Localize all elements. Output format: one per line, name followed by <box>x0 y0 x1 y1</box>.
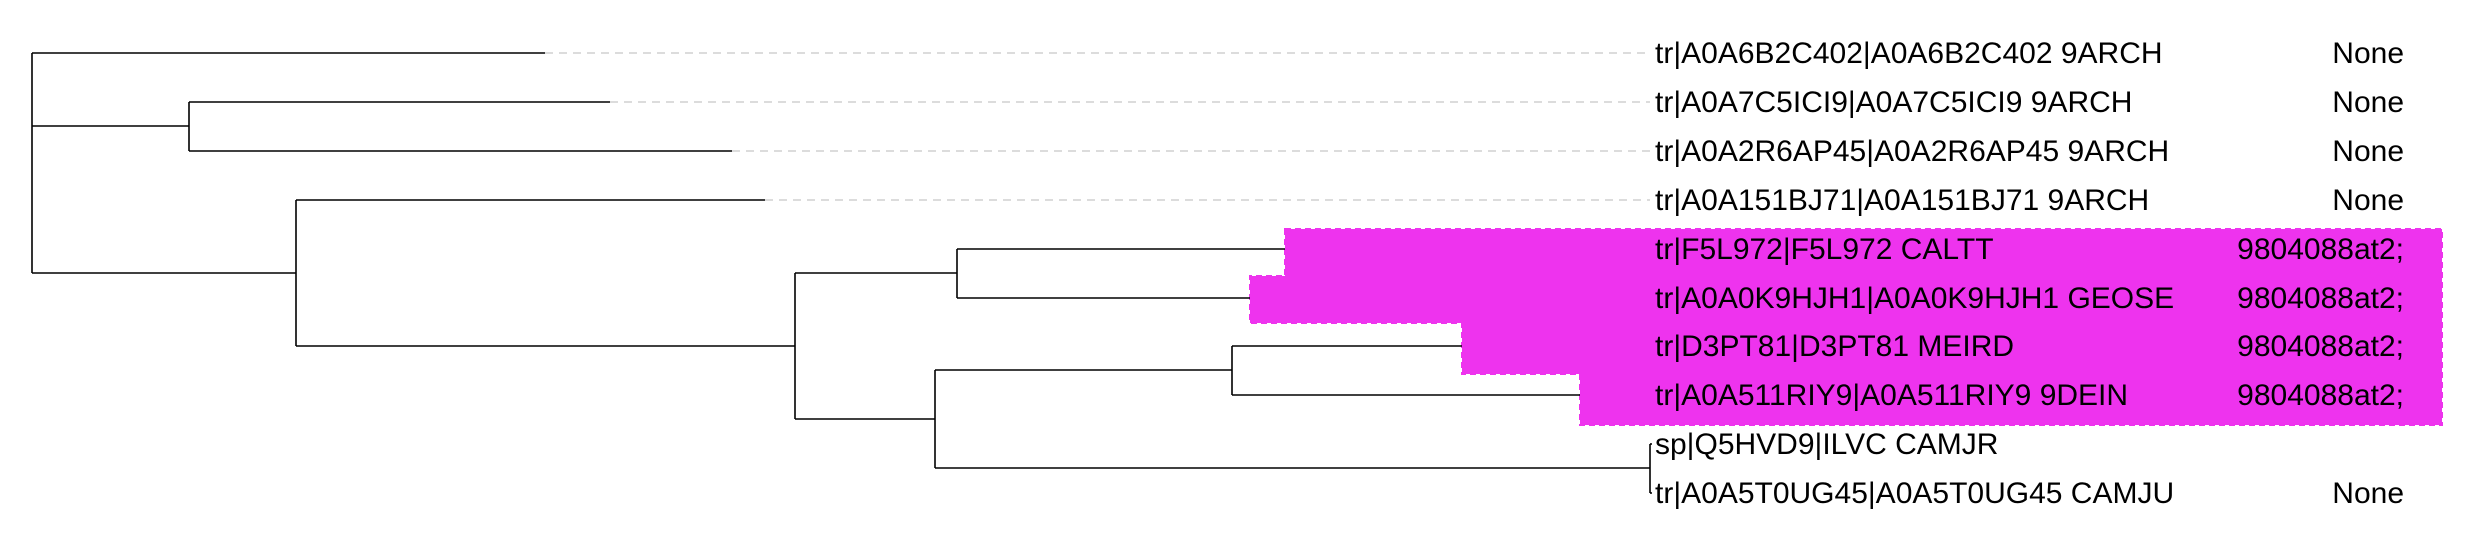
clade-highlight-shape <box>1249 228 2443 426</box>
leaf-annotation: 9804088at2; <box>2237 330 2404 363</box>
leaf-annotation: None <box>2332 184 2404 217</box>
leaf-annotation: None <box>2332 86 2404 119</box>
leaf-annotation: 9804088at2; <box>2237 233 2404 266</box>
leaf-annotation: 9804088at2; <box>2237 379 2404 412</box>
tree-branches <box>31 52 1652 494</box>
leaf-annotation: None <box>2332 477 2404 510</box>
leaf-annotations: None None None None 9804088at2; 9804088a… <box>2237 37 2404 510</box>
leaf-label: tr|D3PT81|D3PT81 MEIRD <box>1655 330 2014 363</box>
leaf-label: tr|A0A511RIY9|A0A511RIY9 9DEIN <box>1655 379 2128 412</box>
leaf-label: tr|F5L972|F5L972 CALTT <box>1655 233 1994 266</box>
leader-lines <box>545 52 1650 201</box>
leaf-label: tr|A0A151BJ71|A0A151BJ71 9ARCH <box>1655 184 2149 217</box>
leaf-annotation: 9804088at2; <box>2237 282 2404 315</box>
leaf-label: tr|A0A7C5ICI9|A0A7C5ICI9 9ARCH <box>1655 86 2132 119</box>
leaf-label: sp|Q5HVD9|ILVC CAMJR <box>1655 428 1998 461</box>
leaf-annotation: None <box>2332 135 2404 168</box>
leaf-labels: tr|A0A6B2C402|A0A6B2C402 9ARCH tr|A0A7C5… <box>1655 37 2174 510</box>
leaf-label: tr|A0A5T0UG45|A0A5T0UG45 CAMJU <box>1655 477 2174 510</box>
leaf-label: tr|A0A6B2C402|A0A6B2C402 9ARCH <box>1655 37 2163 70</box>
leaf-annotation: None <box>2332 37 2404 70</box>
leaf-label: tr|A0A2R6AP45|A0A2R6AP45 9ARCH <box>1655 135 2169 168</box>
leaf-label: tr|A0A0K9HJH1|A0A0K9HJH1 GEOSE <box>1655 282 2174 315</box>
clade-highlight <box>1249 228 2443 426</box>
